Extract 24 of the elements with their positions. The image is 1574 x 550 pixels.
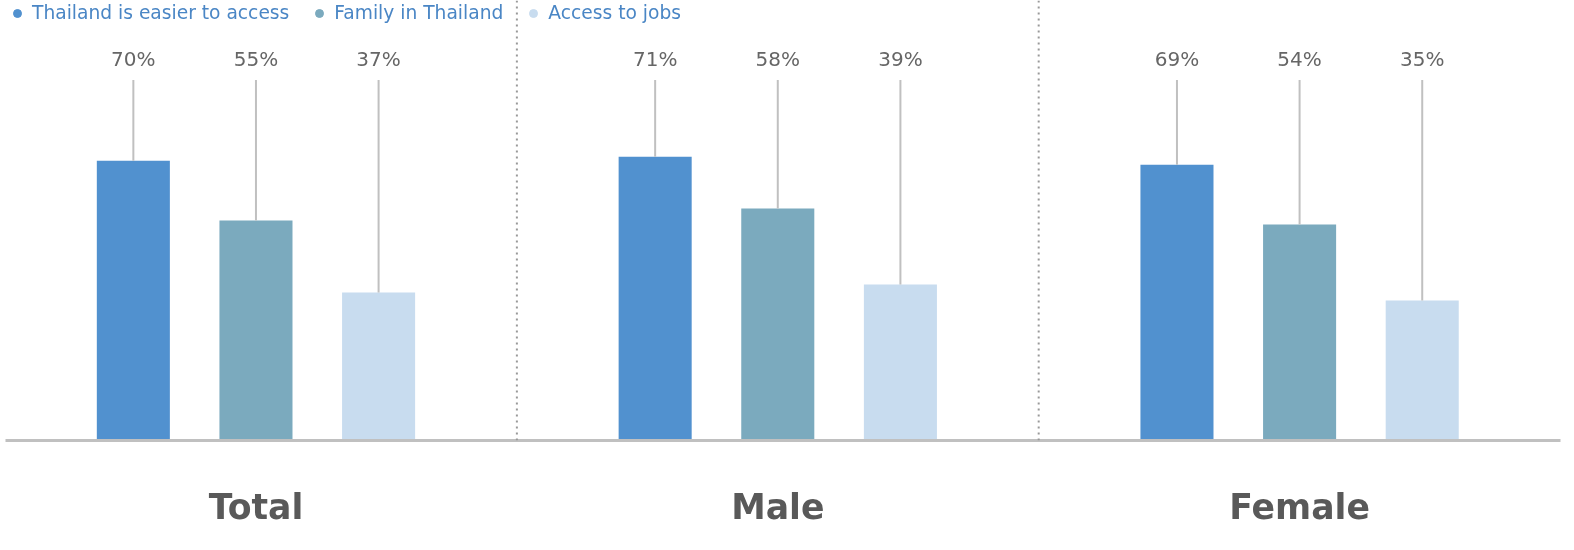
bar: [863, 284, 937, 441]
data-label: 71%: [632, 47, 678, 72]
x-tick-label: Total: [208, 486, 304, 527]
data-label: 37%: [356, 47, 401, 72]
legend-label: Family in Thailand: [334, 2, 504, 23]
data-label: 55%: [233, 47, 279, 72]
data-label: 70%: [111, 47, 156, 72]
x-tick-label: Female: [1229, 486, 1370, 527]
x-tick-label: Male: [731, 486, 825, 527]
bar: [741, 208, 815, 441]
bar: [618, 156, 692, 441]
data-label: 39%: [878, 47, 923, 72]
bar: [1140, 164, 1214, 441]
bar: [1263, 224, 1337, 441]
bar: [96, 160, 170, 441]
legend-label: Thailand is easier to access: [32, 2, 290, 23]
bar: [1385, 300, 1459, 441]
data-label: 35%: [1399, 47, 1445, 72]
bar: [219, 220, 293, 441]
data-label: 58%: [755, 47, 801, 72]
data-label: 54%: [1277, 47, 1322, 72]
legend-label: Access to jobs: [548, 2, 681, 23]
data-label: 69%: [1154, 47, 1200, 72]
bar: [342, 292, 416, 441]
